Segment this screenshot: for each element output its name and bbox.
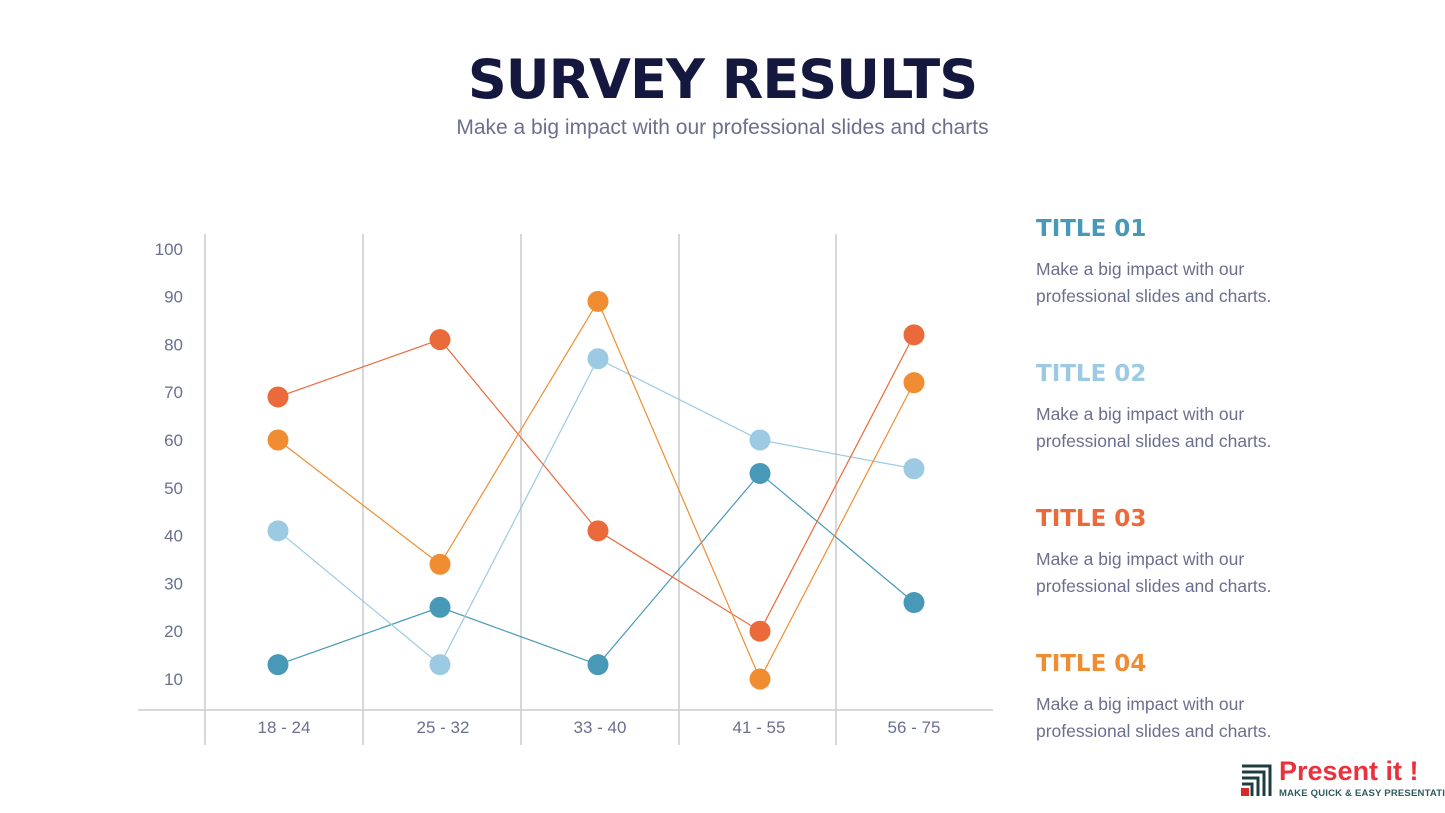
page-subtitle: Make a big impact with our professional … xyxy=(456,116,989,139)
page-title: SURVEY RESULTS xyxy=(467,48,978,111)
y-tick-label: 10 xyxy=(164,670,183,689)
data-point-series-4 xyxy=(587,290,609,312)
x-tick-label: 56 - 75 xyxy=(888,718,941,737)
y-tick-label: 80 xyxy=(164,335,183,354)
legend-item-2: TITLE 02 Make a big impact with our prof… xyxy=(1036,361,1366,455)
legend-text: professional slides and charts. xyxy=(1036,286,1272,306)
y-tick-label: 70 xyxy=(164,383,183,402)
legend-item-4: TITLE 04 Make a big impact with our prof… xyxy=(1036,651,1366,745)
series-line-3 xyxy=(277,334,915,633)
y-tick-label: 60 xyxy=(164,431,183,450)
series-line-1 xyxy=(277,472,915,666)
data-point-series-4 xyxy=(903,372,925,394)
data-point-series-2 xyxy=(587,348,609,370)
logo-name: Present it ! xyxy=(1279,756,1419,786)
data-point-series-1 xyxy=(267,654,289,676)
y-tick-label: 90 xyxy=(164,288,183,307)
legend-title: TITLE 01 xyxy=(1036,216,1147,242)
data-point-series-3 xyxy=(429,329,451,351)
y-tick-label: 100 xyxy=(155,240,183,259)
data-point-series-4 xyxy=(429,553,451,575)
data-point-series-2 xyxy=(749,429,771,451)
logo-tagline: MAKE QUICK & EASY PRESENTATIONS xyxy=(1279,788,1445,799)
logo-mark-icon xyxy=(1241,764,1272,796)
data-point-series-4 xyxy=(267,429,289,451)
legend-text: Make a big impact with our xyxy=(1036,549,1245,569)
x-tick-label: 18 - 24 xyxy=(258,718,311,737)
series-line-2 xyxy=(277,357,915,666)
data-point-series-2 xyxy=(903,458,925,480)
data-point-series-3 xyxy=(587,520,609,542)
brand-logo: Present it ! MAKE QUICK & EASY PRESENTAT… xyxy=(1240,756,1445,802)
legend-item-1: TITLE 01 Make a big impact with our prof… xyxy=(1036,216,1366,310)
y-tick-label: 20 xyxy=(164,622,183,641)
legend-title: TITLE 02 xyxy=(1036,361,1147,387)
data-point-series-2 xyxy=(429,654,451,676)
y-tick-label: 40 xyxy=(164,527,183,546)
data-point-series-3 xyxy=(749,620,771,642)
x-tick-label: 33 - 40 xyxy=(574,718,627,737)
legend-text: professional slides and charts. xyxy=(1036,721,1272,741)
data-point-series-1 xyxy=(587,654,609,676)
legend-item-3: TITLE 03 Make a big impact with our prof… xyxy=(1036,506,1366,600)
legend-text: professional slides and charts. xyxy=(1036,576,1272,596)
data-point-series-1 xyxy=(429,596,451,618)
data-point-series-2 xyxy=(267,520,289,542)
legend-text: Make a big impact with our xyxy=(1036,694,1245,714)
y-tick-label: 50 xyxy=(164,479,183,498)
legend-text: Make a big impact with our xyxy=(1036,404,1245,424)
legend-title: TITLE 03 xyxy=(1036,506,1147,532)
data-point-series-3 xyxy=(267,386,289,408)
data-point-series-1 xyxy=(903,592,925,614)
data-point-series-3 xyxy=(903,324,925,346)
legend-title: TITLE 04 xyxy=(1036,651,1147,677)
data-point-series-1 xyxy=(749,462,771,484)
y-tick-label: 30 xyxy=(164,574,183,593)
legend-text: professional slides and charts. xyxy=(1036,431,1272,451)
legend-text: Make a big impact with our xyxy=(1036,259,1245,279)
x-tick-label: 41 - 55 xyxy=(733,718,786,737)
data-point-series-4 xyxy=(749,668,771,690)
x-tick-label: 25 - 32 xyxy=(417,718,470,737)
